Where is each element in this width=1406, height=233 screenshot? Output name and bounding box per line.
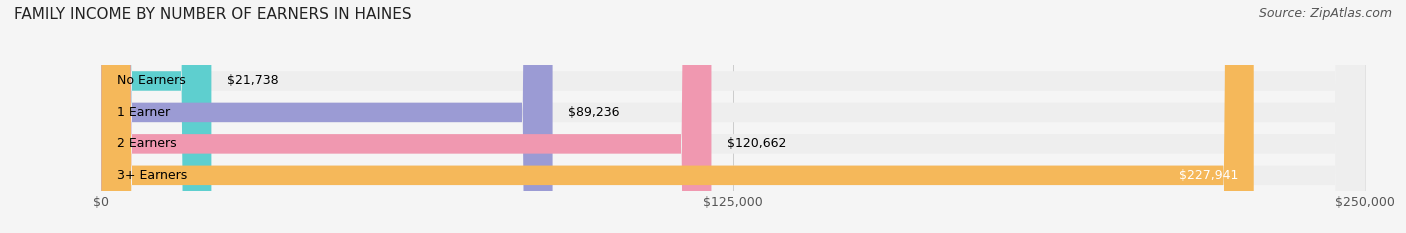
Text: No Earners: No Earners xyxy=(117,75,186,87)
Text: 2 Earners: 2 Earners xyxy=(117,137,176,150)
Text: $21,738: $21,738 xyxy=(226,75,278,87)
FancyBboxPatch shape xyxy=(101,0,211,233)
FancyBboxPatch shape xyxy=(101,0,1365,233)
Text: $120,662: $120,662 xyxy=(727,137,786,150)
FancyBboxPatch shape xyxy=(101,0,711,233)
Text: Source: ZipAtlas.com: Source: ZipAtlas.com xyxy=(1258,7,1392,20)
FancyBboxPatch shape xyxy=(101,0,1365,233)
Text: 3+ Earners: 3+ Earners xyxy=(117,169,187,182)
FancyBboxPatch shape xyxy=(101,0,1365,233)
FancyBboxPatch shape xyxy=(101,0,1254,233)
FancyBboxPatch shape xyxy=(101,0,553,233)
Text: $227,941: $227,941 xyxy=(1180,169,1239,182)
FancyBboxPatch shape xyxy=(101,0,1365,233)
Text: 1 Earner: 1 Earner xyxy=(117,106,170,119)
Text: FAMILY INCOME BY NUMBER OF EARNERS IN HAINES: FAMILY INCOME BY NUMBER OF EARNERS IN HA… xyxy=(14,7,412,22)
Text: $89,236: $89,236 xyxy=(568,106,619,119)
